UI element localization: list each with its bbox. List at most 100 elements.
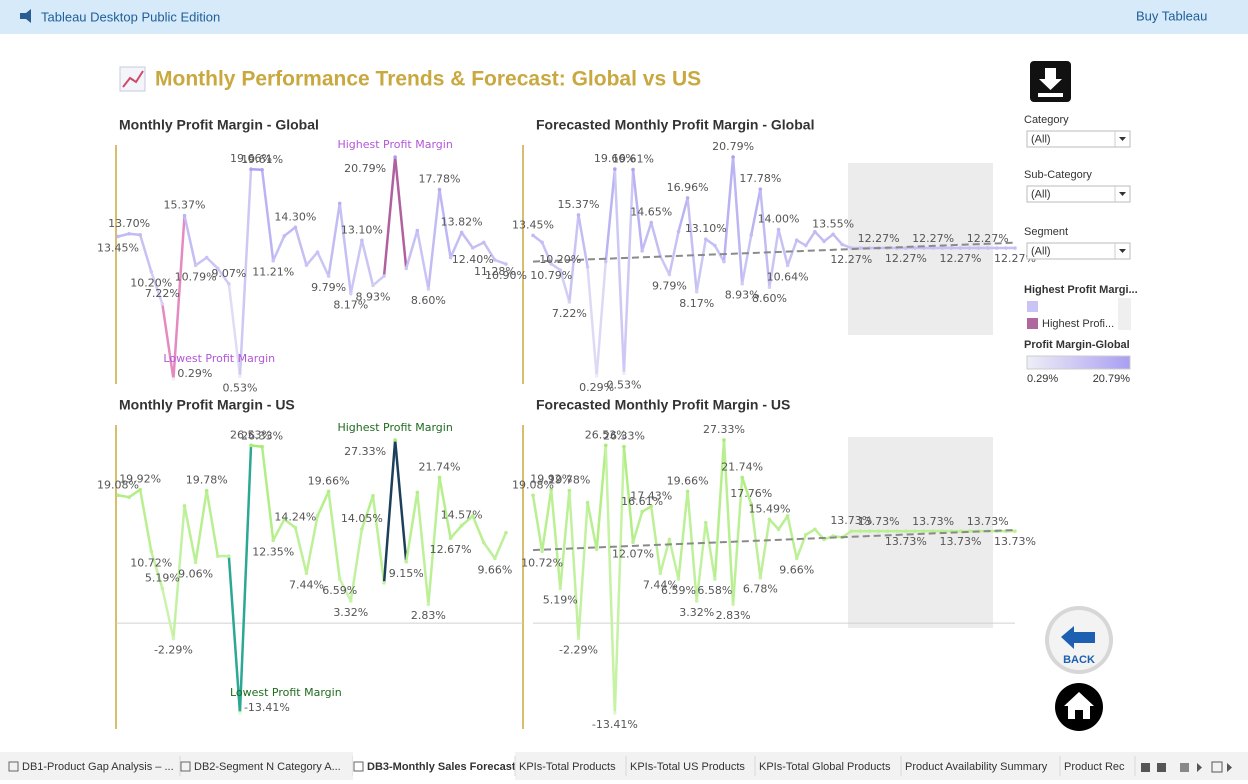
value-label: 13.73%: [912, 515, 954, 528]
data-point: [649, 504, 654, 509]
dropdown-arrow[interactable]: [1119, 249, 1126, 253]
data-point: [382, 274, 386, 278]
download-button[interactable]: [1030, 61, 1071, 102]
legend-swatch: [1027, 301, 1038, 312]
line-segment: [822, 233, 835, 243]
value-label: 13.10%: [685, 222, 727, 235]
filter-value[interactable]: (All): [1031, 188, 1051, 200]
data-point: [204, 488, 209, 493]
filter-value[interactable]: (All): [1031, 245, 1051, 257]
value-label: 19.92%: [119, 473, 161, 486]
value-label: 20.79%: [344, 162, 386, 175]
data-point: [894, 529, 899, 533]
line-segment: [161, 587, 175, 640]
line-segment: [493, 258, 508, 266]
tab[interactable]: KPIs-Total US Products: [630, 761, 745, 773]
data-point: [482, 540, 486, 545]
line-segment: [740, 233, 753, 285]
data-point: [567, 488, 572, 493]
back-button[interactable]: BACK: [1045, 606, 1113, 674]
data-point: [182, 213, 187, 218]
line-segment: [283, 226, 297, 238]
data-point: [304, 263, 309, 267]
value-label: 10.79%: [530, 269, 572, 282]
tab[interactable]: Product Rec: [1064, 761, 1125, 773]
line-segment: [604, 167, 617, 263]
data-point: [631, 540, 635, 545]
home-button[interactable]: [1055, 683, 1103, 731]
data-point: [858, 246, 863, 250]
line-segment: [577, 213, 589, 269]
tab[interactable]: DB1-Product Gap Analysis – ...: [22, 761, 174, 773]
data-point: [171, 636, 176, 641]
data-point: [631, 167, 635, 172]
data-point: [448, 536, 453, 541]
value-label: 13.73%: [885, 535, 927, 548]
tab[interactable]: DB3-Monthly Sales Forecast: [367, 761, 516, 773]
line-segment: [349, 527, 364, 603]
data-point: [776, 227, 781, 232]
data-point: [694, 290, 699, 294]
data-point: [260, 167, 264, 172]
dropdown-arrow[interactable]: [1119, 192, 1126, 196]
data-point: [193, 263, 198, 268]
data-point: [1013, 246, 1017, 250]
line-segment: [150, 270, 164, 306]
data-point: [393, 155, 397, 159]
line-segment: [586, 265, 598, 378]
legend-max: 20.79%: [1093, 373, 1131, 385]
back-label[interactable]: BACK: [1063, 654, 1095, 666]
legend-scroll: [1118, 298, 1131, 330]
annotation: Highest Profit Margin: [337, 138, 452, 151]
line-segment: [127, 232, 142, 237]
line-segment: [460, 514, 474, 527]
line-segment: [668, 230, 680, 276]
data-point: [685, 196, 690, 200]
data-point: [337, 577, 342, 581]
line-segment: [371, 494, 386, 585]
tab[interactable]: KPIs-Total Global Products: [759, 761, 891, 773]
value-label: 8.17%: [679, 297, 714, 310]
data-point: [694, 599, 699, 603]
data-point: [749, 233, 754, 237]
data-point: [622, 371, 626, 376]
tab-icon: [8, 761, 19, 772]
data-point: [470, 514, 475, 518]
line-segment: [360, 494, 375, 531]
line-segment: [393, 155, 408, 270]
value-label: 19.66%: [308, 474, 350, 487]
dropdown-arrow[interactable]: [1119, 137, 1126, 141]
value-label: 12.27%: [912, 232, 954, 245]
tab[interactable]: Product Availability Summary: [905, 761, 1048, 773]
data-point: [437, 187, 442, 192]
line-segment: [804, 230, 817, 247]
filter-dropdown[interactable]: [1026, 185, 1131, 203]
value-label: 13.73%: [939, 535, 981, 548]
data-point: [315, 514, 320, 518]
line-segment: [382, 438, 397, 585]
line-segment: [316, 490, 330, 518]
line-segment: [116, 494, 131, 499]
filter-dropdown[interactable]: [1026, 130, 1131, 148]
data-point: [149, 549, 154, 554]
data-point: [127, 231, 131, 236]
filter-value[interactable]: (All): [1031, 133, 1051, 145]
data-point: [731, 602, 735, 606]
value-label: 10.64%: [767, 270, 809, 283]
data-point: [849, 529, 854, 533]
tab[interactable]: DB2-Segment N Category A...: [194, 761, 341, 773]
line-segment: [759, 187, 771, 289]
value-label: 12.27%: [885, 252, 927, 265]
line-segment: [493, 531, 508, 560]
filter-label: Segment: [1024, 226, 1068, 238]
data-point: [160, 302, 165, 306]
data-point: [931, 246, 935, 250]
tab[interactable]: KPIs-Total Products: [519, 761, 616, 773]
data-point: [713, 577, 717, 581]
line-segment: [438, 188, 452, 259]
value-label: 19.61%: [612, 153, 654, 166]
value-label: 19.78%: [548, 474, 590, 487]
line-segment: [349, 239, 364, 295]
filter-dropdown[interactable]: [1026, 242, 1131, 260]
buy-link[interactable]: Buy Tableau: [1136, 8, 1207, 23]
